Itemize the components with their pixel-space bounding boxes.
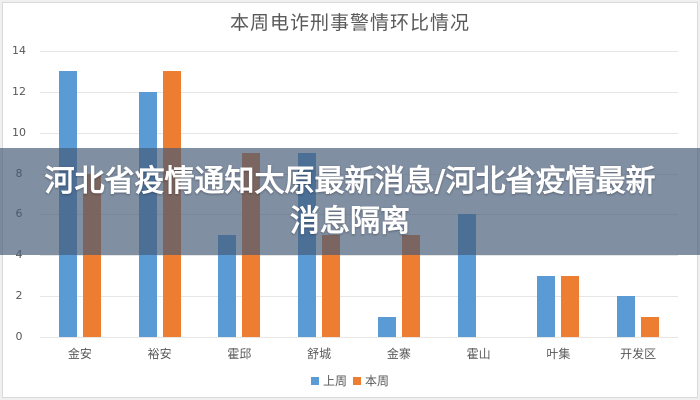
legend-item: 上周 xyxy=(310,372,347,389)
headline-overlay: 河北省疫情通知太原最新消息/河北省疫情最新消息隔离 xyxy=(0,148,700,255)
bar-last-week xyxy=(218,234,237,337)
x-tick-label: 金寨 xyxy=(386,347,411,361)
bar-this-week xyxy=(641,316,660,337)
y-tick-label: 0 xyxy=(15,330,23,343)
y-tick-label: 12 xyxy=(12,84,26,98)
x-tick-label: 裕安 xyxy=(147,347,172,361)
legend: 上周 本周 xyxy=(0,372,700,389)
gridline xyxy=(40,132,678,134)
gridline xyxy=(40,51,678,52)
gridline xyxy=(40,255,678,257)
chart-title: 本周电诈刑事警情环比情况 xyxy=(229,12,470,34)
bar-this-week xyxy=(401,234,420,337)
x-tick-label: 金安 xyxy=(67,347,92,361)
gridline xyxy=(40,337,678,338)
y-tick-label: 14 xyxy=(12,44,26,57)
legend-label: 上周 xyxy=(322,374,347,388)
x-tick-label: 舒城 xyxy=(307,347,332,361)
legend-swatch-icon xyxy=(310,376,319,385)
y-tick-label: 2 xyxy=(15,289,23,303)
x-tick-label: 开发区 xyxy=(620,347,657,361)
gridline xyxy=(40,296,678,298)
legend-swatch-icon xyxy=(353,376,361,385)
gridline xyxy=(40,91,678,93)
y-tick-label: 10 xyxy=(12,125,26,139)
x-tick-label: 叶集 xyxy=(546,347,571,361)
bar-last-week xyxy=(617,296,636,337)
legend-item: 本周 xyxy=(353,372,389,389)
bar-this-week xyxy=(561,275,580,337)
legend-label: 本周 xyxy=(365,374,390,388)
x-tick-label: 霍山 xyxy=(466,347,491,361)
headline-text: 河北省疫情通知太原最新消息/河北省疫情最新消息隔离 xyxy=(44,163,656,239)
bar-last-week xyxy=(377,316,396,337)
x-tick-label: 霍邱 xyxy=(227,347,252,361)
bar-this-week xyxy=(322,234,341,337)
bar-last-week xyxy=(537,275,556,337)
